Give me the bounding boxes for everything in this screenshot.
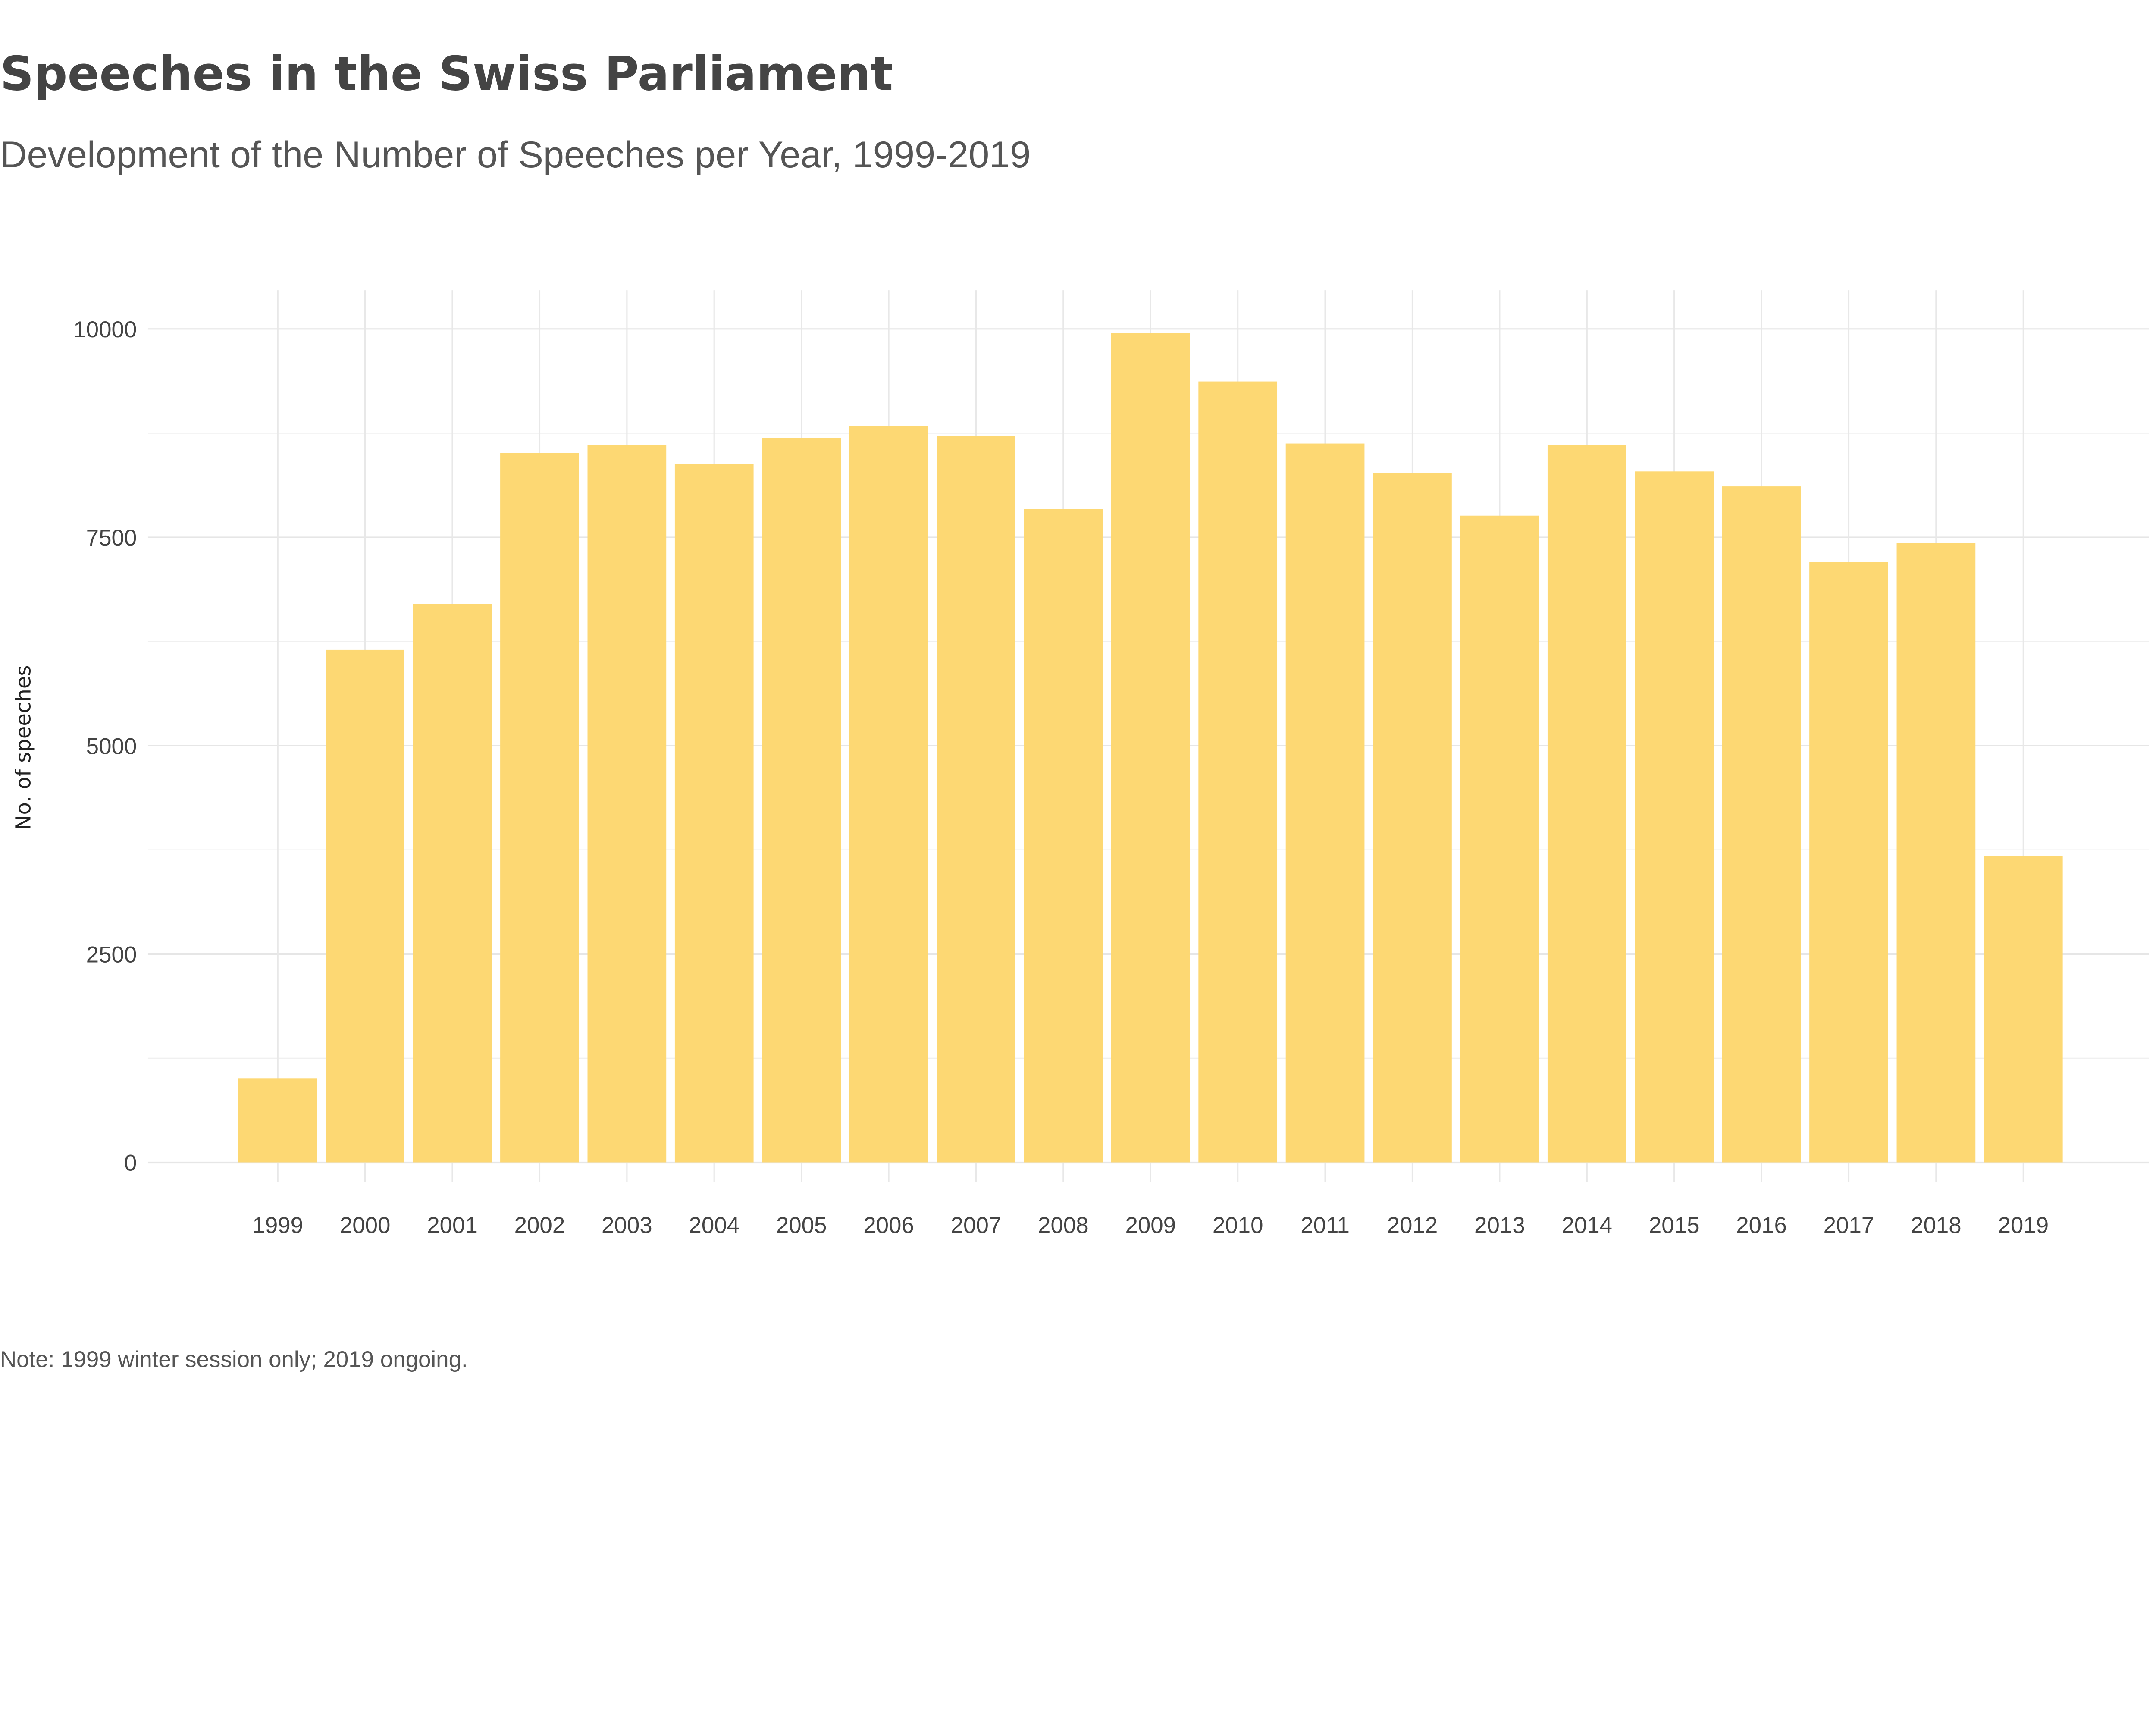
chart-title: Speeches in the Swiss Parliament [0, 46, 893, 101]
x-tick-label: 2018 [1911, 1213, 1962, 1238]
x-tick-label: 2006 [863, 1213, 914, 1238]
chart-subtitle: Development of the Number of Speeches pe… [0, 134, 1031, 176]
x-tick-label: 2017 [1824, 1213, 1874, 1238]
x-tick-label: 2007 [951, 1213, 1002, 1238]
bar-2014 [1547, 445, 1626, 1163]
y-axis-label: No. of speeches [12, 665, 36, 831]
chart-note: Note: 1999 winter session only; 2019 ong… [0, 1347, 468, 1372]
bar-2008 [1024, 509, 1103, 1163]
bar-2013 [1460, 515, 1539, 1163]
bar-2017 [1809, 562, 1888, 1163]
x-tick-label: 2004 [689, 1213, 740, 1238]
y-tick-label: 10000 [73, 317, 137, 342]
bars [238, 333, 2063, 1163]
bar-2016 [1722, 486, 1801, 1163]
x-tick-label: 2002 [514, 1213, 565, 1238]
bar-2018 [1896, 543, 1976, 1163]
bar-2019 [1984, 856, 2063, 1163]
x-tick-label: 2016 [1736, 1213, 1787, 1238]
x-tick-label: 2014 [1561, 1213, 1612, 1238]
bar-2003 [587, 445, 667, 1163]
x-tick-label: 2005 [776, 1213, 827, 1238]
bar-2005 [762, 438, 841, 1163]
x-tick-label: 2000 [340, 1213, 391, 1238]
bar-chart: Speeches in the Swiss Parliament Develop… [0, 46, 2149, 1372]
y-tick-label: 7500 [86, 525, 137, 551]
x-tick-label: 2012 [1387, 1213, 1438, 1238]
x-tick-label: 2019 [1998, 1213, 2049, 1238]
x-tick-label: 2015 [1649, 1213, 1700, 1238]
bar-2002 [500, 453, 579, 1163]
y-tick-label: 0 [124, 1151, 137, 1176]
x-tick-label: 2003 [602, 1213, 652, 1238]
y-tick-label: 2500 [86, 942, 137, 968]
bar-2004 [674, 464, 754, 1163]
bar-2015 [1635, 471, 1714, 1163]
y-axis-ticks: 0 2500 5000 7500 10000 [73, 317, 137, 1176]
bar-2010 [1198, 381, 1278, 1163]
x-tick-label: 2008 [1038, 1213, 1089, 1238]
bar-1999 [238, 1078, 317, 1163]
bar-2009 [1111, 333, 1190, 1163]
x-tick-label: 2013 [1474, 1213, 1525, 1238]
bar-2012 [1373, 473, 1452, 1163]
y-tick-label: 5000 [86, 734, 137, 759]
x-axis-ticks: 1999 2000 2001 2002 2003 2004 2005 2006 2007 2008… [252, 1213, 2049, 1238]
x-tick-label: 2009 [1125, 1213, 1176, 1238]
x-tick-label: 2011 [1300, 1213, 1350, 1238]
x-tick-label: 1999 [252, 1213, 303, 1238]
bar-2006 [849, 426, 928, 1163]
bar-2007 [937, 436, 1015, 1163]
x-tick-label: 2010 [1213, 1213, 1263, 1238]
bar-2001 [413, 604, 492, 1163]
bar-2000 [326, 649, 404, 1163]
x-tick-label: 2001 [427, 1213, 478, 1238]
bar-2011 [1285, 443, 1365, 1163]
